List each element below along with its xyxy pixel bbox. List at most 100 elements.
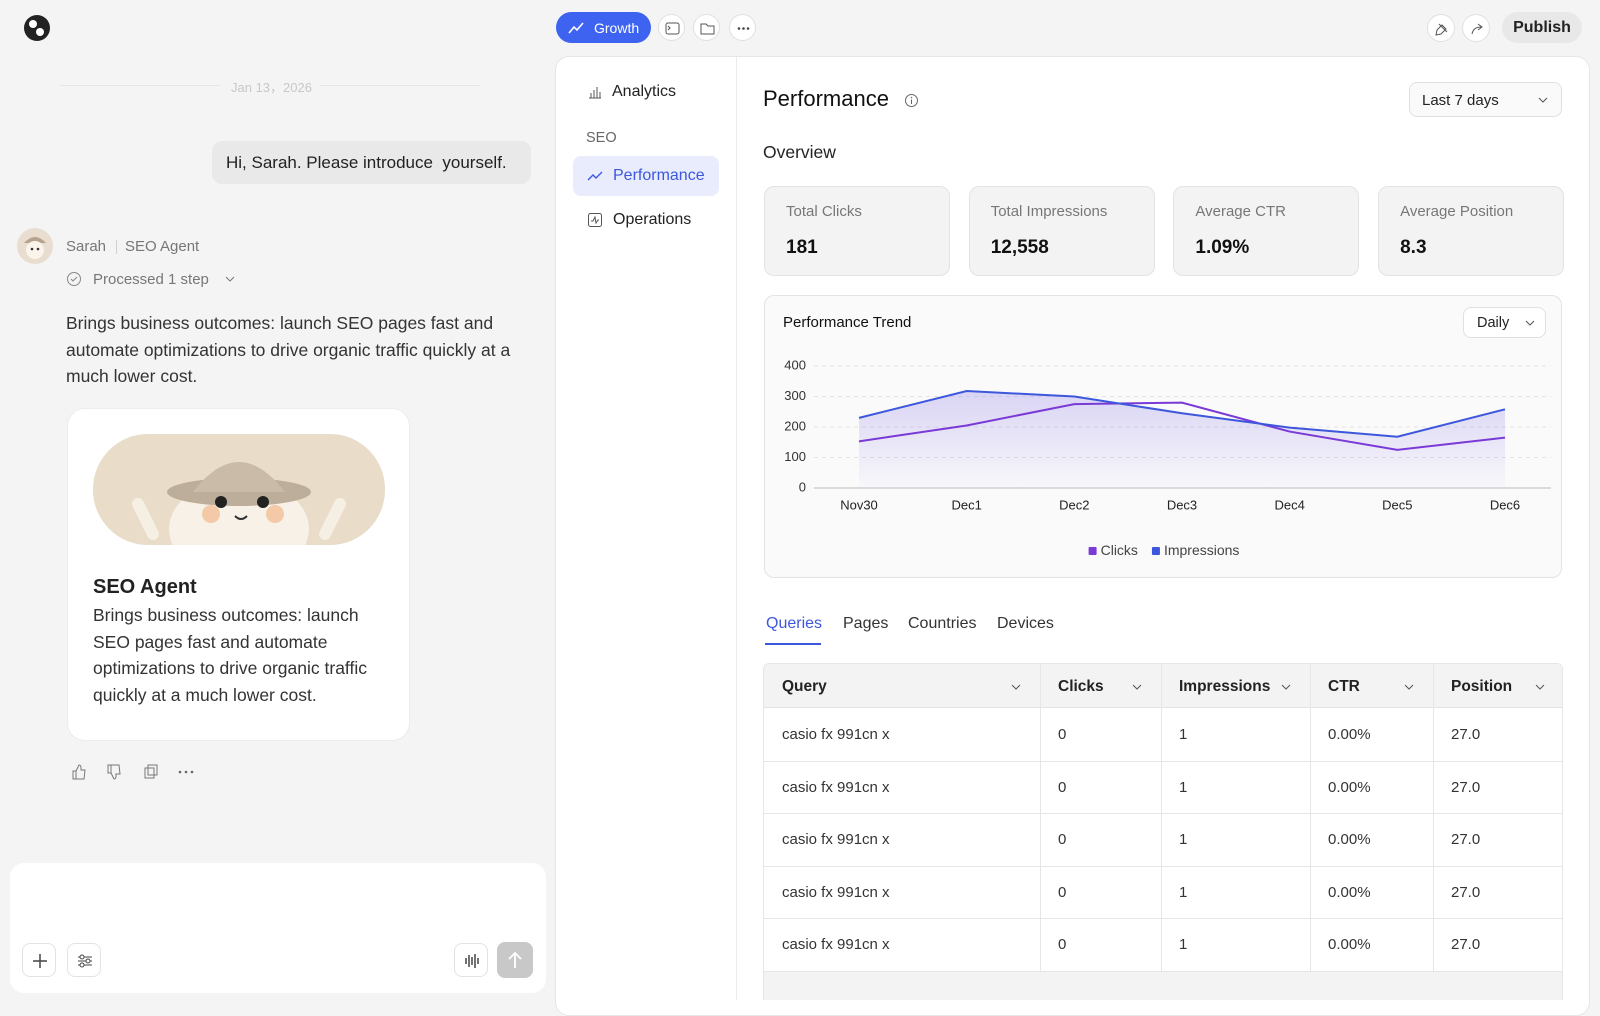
y-tick-label: 0 bbox=[799, 479, 806, 494]
metric-label: Average Position bbox=[1400, 203, 1514, 220]
mascot-image bbox=[93, 434, 385, 545]
table-cell: casio fx 991cn x bbox=[782, 831, 890, 849]
growth-button[interactable]: Growth bbox=[556, 12, 651, 43]
nav-item[interactable]: Performance bbox=[613, 167, 705, 184]
chevron bbox=[1525, 320, 1535, 326]
tab-active[interactable]: Queries bbox=[766, 615, 823, 632]
y-tick-label: 300 bbox=[784, 388, 806, 403]
sort-chevron[interactable] bbox=[1280, 682, 1292, 692]
sort-chevron[interactable] bbox=[1403, 682, 1415, 692]
card-text: Brings business outcomes: launch SEO pag… bbox=[93, 605, 367, 705]
chat-date: Jan 13，2026 bbox=[231, 80, 312, 95]
add-button[interactable] bbox=[22, 943, 56, 977]
publish-button[interactable]: Publish bbox=[1502, 12, 1582, 43]
pin-button[interactable] bbox=[1427, 14, 1455, 42]
voice-button[interactable] bbox=[454, 943, 488, 977]
legend-label: Impressions bbox=[1164, 542, 1239, 558]
nav-item[interactable]: Operations bbox=[613, 211, 692, 228]
column-header[interactable]: Query bbox=[782, 678, 827, 695]
series-line bbox=[858, 390, 1506, 438]
logo[interactable] bbox=[22, 13, 52, 43]
column-header[interactable]: Position bbox=[1451, 678, 1513, 695]
terminal-button[interactable] bbox=[658, 14, 685, 41]
card-title: SEO Agent bbox=[93, 576, 197, 598]
table-header-bg bbox=[764, 664, 1562, 708]
analytics-icon bbox=[589, 87, 601, 99]
folder-button[interactable] bbox=[693, 14, 720, 41]
metric-card: Average Position 8.3 bbox=[1378, 186, 1565, 276]
metric-label: Total Clicks bbox=[786, 203, 862, 220]
row-divider bbox=[764, 760, 1562, 762]
x-tick-label: Dec3 bbox=[1167, 497, 1197, 512]
sidebar-divider bbox=[736, 57, 737, 1000]
table-cell: 27.0 bbox=[1451, 726, 1481, 743]
legend-label: Clicks bbox=[1101, 542, 1138, 558]
sort-chevron[interactable] bbox=[1010, 682, 1022, 692]
tab[interactable]: Countries bbox=[908, 615, 977, 632]
column-header[interactable]: Clicks bbox=[1058, 678, 1104, 695]
granularity-select[interactable]: Daily bbox=[1463, 307, 1546, 338]
table-cell: 1 bbox=[1179, 831, 1188, 849]
nav-analytics[interactable]: Analytics bbox=[612, 83, 677, 100]
metric-value: 8.3 bbox=[1400, 237, 1427, 258]
column-header[interactable]: Impressions bbox=[1179, 678, 1271, 695]
metric-card: Total Clicks 181 bbox=[764, 186, 950, 276]
column-divider bbox=[1040, 664, 1041, 1000]
x-tick-label: Dec2 bbox=[1059, 497, 1089, 512]
row-divider bbox=[764, 813, 1562, 815]
x-tick-label: Dec5 bbox=[1382, 497, 1412, 512]
divider bbox=[320, 85, 480, 86]
divider bbox=[60, 85, 220, 86]
agent-card: SEO Agent Brings business outcomes: laun… bbox=[67, 408, 410, 741]
table-cell: 27.0 bbox=[1451, 831, 1481, 849]
table-cell: 0 bbox=[1058, 883, 1067, 901]
metric-card: Total Impressions 12,558 bbox=[968, 186, 1155, 276]
nav-section: SEO bbox=[586, 130, 617, 146]
performance-icon bbox=[587, 171, 603, 181]
table-cell: 0.00% bbox=[1328, 778, 1371, 796]
tab[interactable]: Devices bbox=[997, 615, 1054, 632]
x-tick-label: Nov30 bbox=[840, 497, 878, 512]
date-range-select[interactable]: Last 7 days bbox=[1409, 82, 1562, 117]
row-divider bbox=[764, 918, 1562, 920]
operations-icon bbox=[588, 213, 602, 227]
table-cell: casio fx 991cn x bbox=[782, 778, 890, 796]
chart-card: Performance Trend 0 100 200 300 400 Nov30 Dec1… bbox=[764, 295, 1562, 578]
growth-label: Growth bbox=[594, 20, 640, 36]
table-cell: 27.0 bbox=[1451, 778, 1481, 796]
info-icon[interactable] bbox=[904, 93, 919, 108]
table-cell: 1 bbox=[1179, 883, 1188, 901]
sort-chevron[interactable] bbox=[1131, 682, 1143, 692]
metric-label: Average CTR bbox=[1195, 203, 1286, 220]
date-range: Last 7 days bbox=[1422, 92, 1499, 109]
table-cell: 0 bbox=[1058, 936, 1067, 954]
settings-button[interactable] bbox=[67, 943, 101, 977]
agent-name: Sarah bbox=[66, 238, 107, 255]
y-tick-label: 400 bbox=[784, 357, 806, 372]
more-button[interactable] bbox=[729, 14, 756, 41]
table-cell: casio fx 991cn x bbox=[782, 726, 890, 743]
share-button[interactable] bbox=[1462, 14, 1490, 42]
data-table: Query Clicks Impressions CTR Position casio f… bbox=[763, 663, 1563, 1000]
tab[interactable]: Pages bbox=[843, 615, 889, 632]
chevron bbox=[1538, 97, 1548, 103]
table-cell: 0 bbox=[1058, 778, 1067, 796]
status[interactable]: Processed 1 step bbox=[93, 271, 209, 288]
x-tick-label: Dec1 bbox=[951, 497, 981, 512]
column-divider bbox=[1310, 664, 1311, 1000]
table-row-partial bbox=[764, 972, 1562, 1000]
sort-chevron[interactable] bbox=[1534, 682, 1546, 692]
granularity: Daily bbox=[1477, 315, 1510, 331]
tab-underline bbox=[765, 643, 821, 645]
y-tick-label: 100 bbox=[784, 449, 806, 464]
metric-value: 181 bbox=[786, 237, 818, 258]
column-header[interactable]: CTR bbox=[1328, 678, 1360, 695]
message-actions[interactable] bbox=[70, 763, 200, 781]
agent-avatar bbox=[17, 228, 53, 264]
send-button[interactable] bbox=[497, 942, 533, 978]
table-cell: 0.00% bbox=[1328, 883, 1371, 901]
table-cell: 0 bbox=[1058, 831, 1067, 849]
table-cell: 0 bbox=[1058, 726, 1067, 743]
separator bbox=[116, 240, 117, 254]
